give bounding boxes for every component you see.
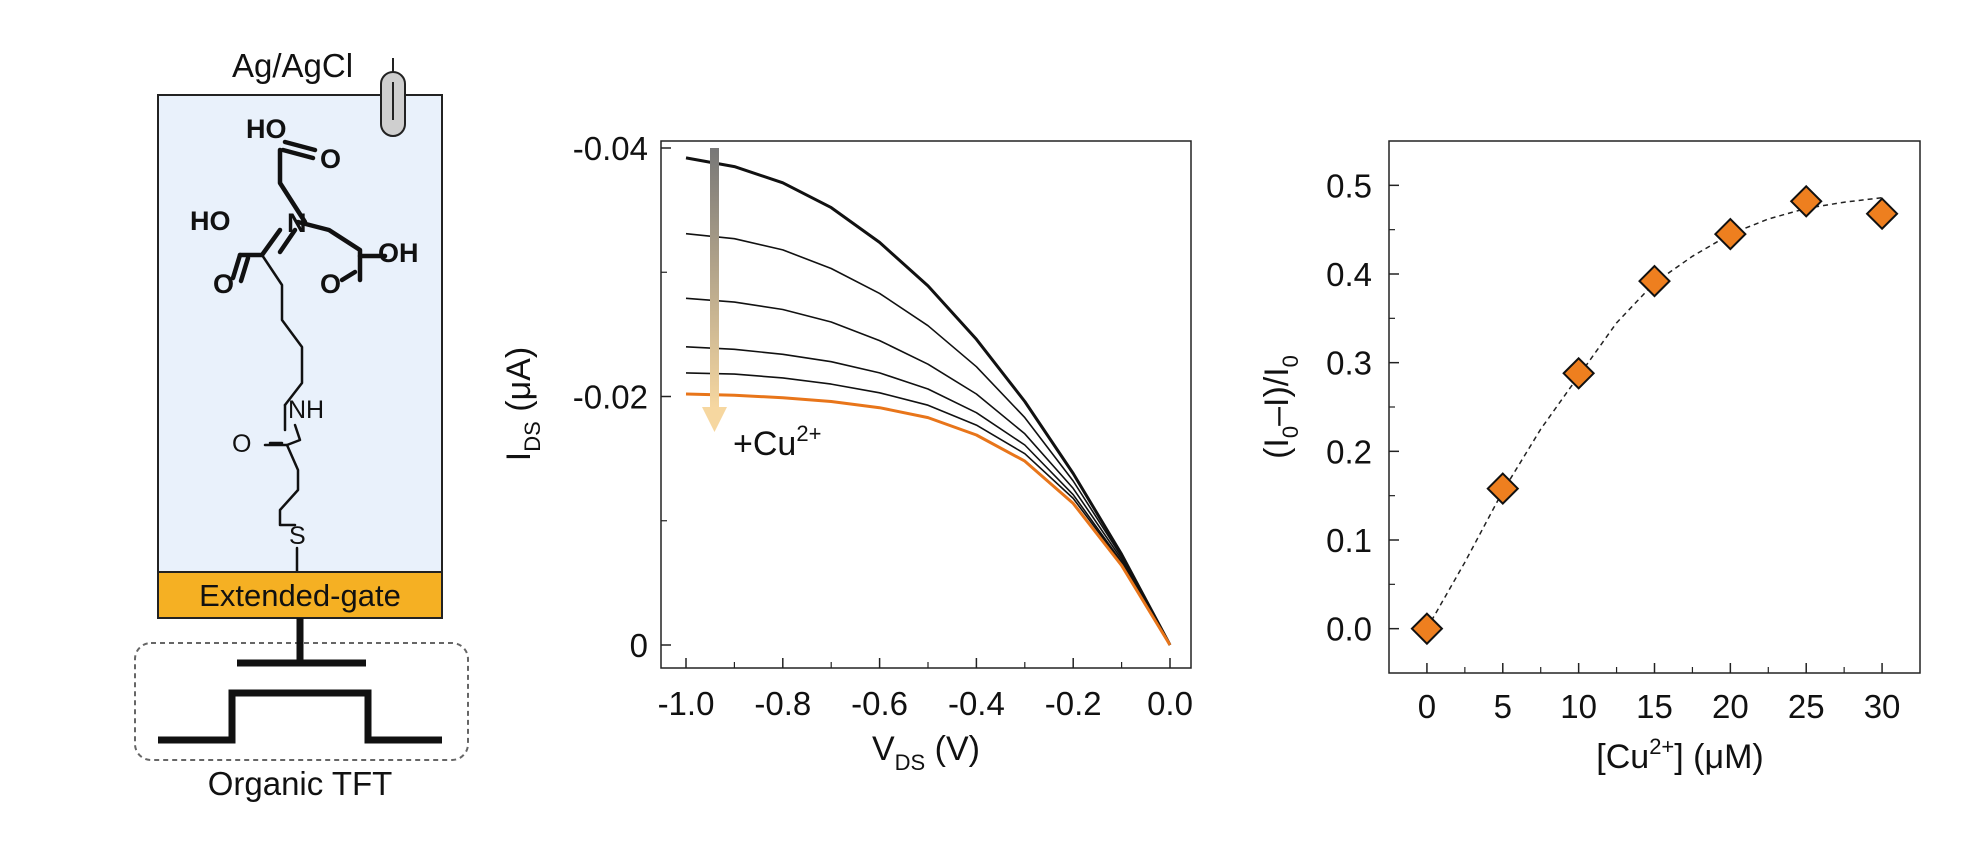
- atom-o-1: O: [320, 144, 341, 174]
- atom-n: N: [287, 208, 307, 238]
- x-tick-label: 0: [1418, 688, 1436, 725]
- x-tick-label: -0.6: [851, 685, 908, 722]
- y-tick-label: 0: [630, 627, 648, 664]
- data-point: [1713, 217, 1747, 251]
- y-axis-title: IDS (μA): [500, 347, 545, 461]
- cu-annotation: +Cu2+: [733, 421, 821, 463]
- tft-channel-icon: [158, 689, 442, 744]
- y-tick-label: 0.4: [1326, 256, 1372, 293]
- y-tick-label: 0.1: [1326, 522, 1372, 559]
- series-group: [685, 156, 1172, 646]
- atom-ho-2: HO: [190, 206, 231, 236]
- data-points: [1410, 184, 1899, 646]
- plot-frame: [1388, 140, 1921, 674]
- x-tick-label: -0.8: [754, 685, 811, 722]
- electrode-label: Ag/AgCl: [232, 47, 353, 84]
- x-axis: -1.0 -0.8 -0.6 -0.4 -0.2 0.0: [658, 658, 1193, 722]
- atom-o-3: O: [320, 269, 341, 299]
- schematic-panel: Ag/AgCl HO O HO N O O OH NH O S: [134, 47, 469, 802]
- x-axis-title: [Cu2+] (μM): [1596, 734, 1763, 776]
- data-point: [1562, 356, 1596, 390]
- y-tick-label: 0.3: [1326, 345, 1372, 382]
- y-tick-label: 0.5: [1326, 167, 1372, 204]
- atom-s: S: [289, 522, 306, 550]
- extended-gate-label: Extended-gate: [199, 578, 401, 613]
- series-line-4: [685, 346, 1171, 646]
- x-axis-title: VDS (V): [872, 730, 980, 775]
- atom-ho-1: HO: [246, 114, 287, 144]
- data-point: [1638, 264, 1671, 298]
- x-tick-label: 15: [1636, 688, 1673, 725]
- y-axis: 0.0 0.1 0.2 0.3 0.4 0.5: [1326, 167, 1399, 648]
- series-line-2: [685, 232, 1171, 646]
- series-line-3: [685, 297, 1171, 646]
- electrolyte-container: [157, 94, 443, 573]
- device-label: Organic TFT: [208, 765, 393, 802]
- atom-oh: OH: [378, 238, 419, 268]
- y-tick-label: -0.02: [573, 379, 648, 416]
- x-tick-label: 30: [1864, 688, 1901, 725]
- atom-o-4: O: [232, 430, 251, 458]
- cu-addition-arrow: [710, 148, 719, 408]
- x-tick-label: -0.2: [1045, 685, 1102, 722]
- x-tick-label: 25: [1788, 688, 1825, 725]
- series-line-5: [685, 372, 1171, 646]
- data-point: [1865, 197, 1899, 231]
- y-axis: -0.04 -0.02 0: [573, 130, 671, 664]
- x-tick-label: -1.0: [658, 685, 715, 722]
- atom-o-2: O: [213, 269, 234, 299]
- atom-nh: NH: [288, 396, 324, 424]
- arrow-head-icon: [702, 407, 727, 432]
- chart-response: 0 5 10 15 20 25 30 0.0 0.1 0.2 0.3 0.4 0.5 [Cu2+] (…: [1258, 140, 1921, 776]
- data-point: [1410, 612, 1444, 646]
- x-tick-label: 0.0: [1147, 685, 1193, 722]
- y-tick-label: 0.2: [1326, 433, 1372, 470]
- plot-frame: [660, 140, 1192, 669]
- data-point: [1789, 184, 1823, 218]
- x-tick-label: 5: [1494, 688, 1512, 725]
- chart-iv-curves: -1.0 -0.8 -0.6 -0.4 -0.2 0.0 -0.04 -0.02 0 +Cu2…: [500, 130, 1193, 775]
- y-tick-label: 0.0: [1326, 611, 1372, 648]
- fit-curve: [1426, 196, 1883, 630]
- x-tick-label: 10: [1560, 688, 1597, 725]
- x-tick-label: 20: [1712, 688, 1749, 725]
- y-tick-label: -0.04: [573, 130, 648, 167]
- x-tick-label: -0.4: [948, 685, 1005, 722]
- organic-tft-outline: [134, 642, 469, 761]
- series-line-6: [685, 392, 1172, 646]
- ligand-molecule: [230, 139, 388, 574]
- data-point: [1486, 472, 1520, 505]
- x-axis: 0 5 10 15 20 25 30: [1418, 663, 1901, 725]
- series-line-1: [685, 156, 1172, 646]
- extended-gate-bar: [157, 571, 443, 619]
- y-axis-title: (I0–I)/I0: [1258, 355, 1303, 459]
